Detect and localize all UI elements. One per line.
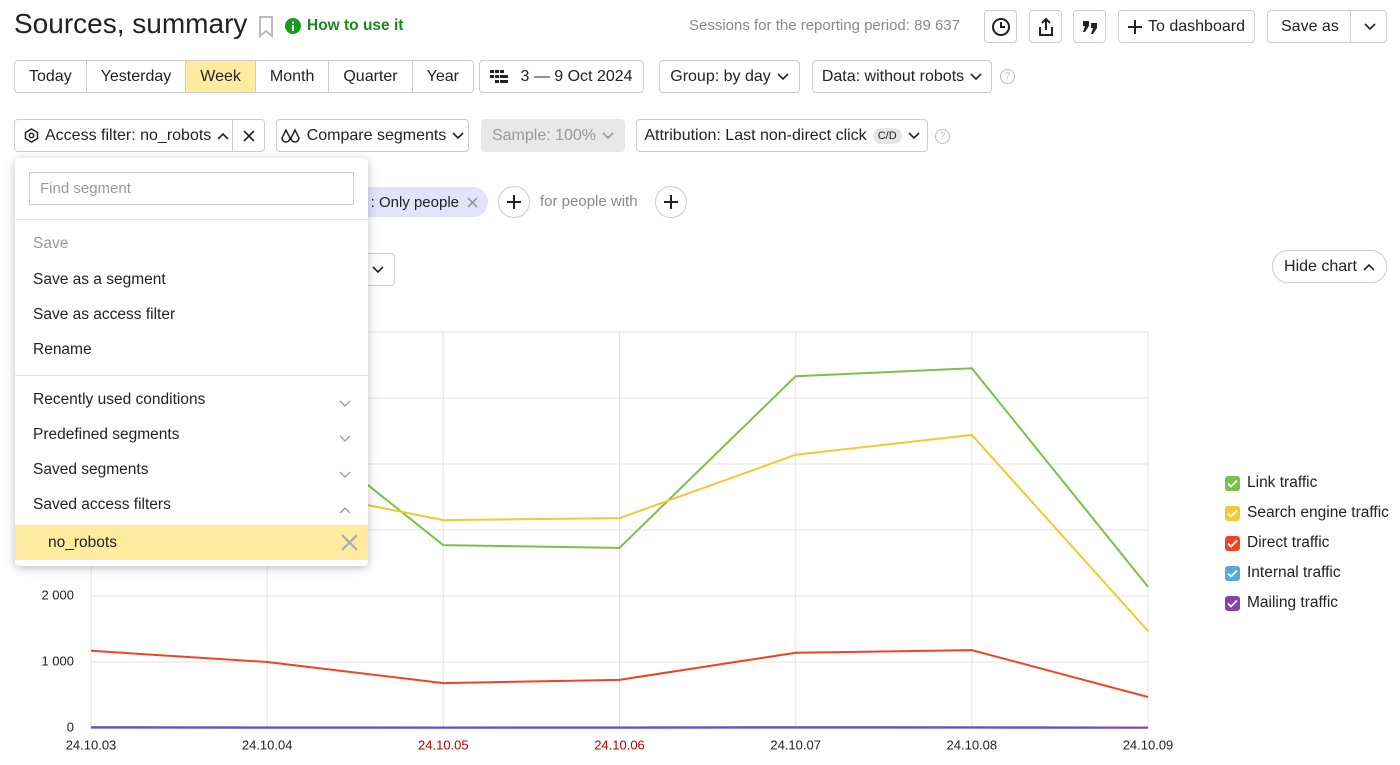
legend-item[interactable]: Mailing traffic	[1225, 594, 1338, 612]
segment-chip-text: : Only people	[370, 193, 459, 211]
y-tick-label: 2 000	[41, 587, 74, 602]
save-as-menu[interactable]	[1350, 11, 1388, 42]
group-label: Saved segments	[33, 461, 149, 479]
group-text: Group: by day	[670, 67, 771, 85]
period-button[interactable]: Year	[426, 67, 459, 85]
legend-checkbox	[1225, 475, 1240, 491]
x-tick-label: 24.10.03	[66, 737, 117, 752]
group-row[interactable]: Saved access filters	[15, 488, 368, 523]
group-label: Recently used conditions	[33, 390, 206, 408]
legend-item[interactable]: Search engine traffic	[1225, 504, 1389, 522]
group-chevron	[339, 395, 351, 413]
selected-filter-text: no_robots	[48, 533, 117, 551]
menu-item[interactable]: Rename	[33, 340, 92, 358]
menu-item[interactable]: Save as access filter	[33, 305, 176, 323]
hide-chart-button[interactable]: Hide chart	[1272, 250, 1387, 283]
date-range-text: 3 — 9 Oct 2024	[520, 67, 633, 85]
attribution-text: Attribution: Last non-direct click	[644, 126, 867, 144]
to-dashboard-button[interactable]: To dashboard	[1118, 10, 1255, 43]
period-button[interactable]: Week	[186, 61, 256, 92]
legend-label: Direct traffic	[1247, 534, 1330, 551]
add-people-condition[interactable]	[655, 186, 687, 218]
date-range-button[interactable]: 3 — 9 Oct 2024	[479, 60, 644, 93]
period-button[interactable]: Quarter	[329, 61, 413, 92]
x-tick-label: 24.10.05	[418, 737, 469, 752]
search-placeholder: Find segment	[40, 180, 131, 197]
help-link[interactable]: How to use it	[285, 17, 403, 35]
y-tick-label: 0	[67, 719, 74, 734]
sample-text: Sample: 100%	[491, 126, 597, 144]
legend-checkbox	[1225, 565, 1240, 581]
selected-filter[interactable]: no_robots	[15, 525, 368, 560]
period-button[interactable]: Yesterday	[87, 61, 187, 92]
legend-item[interactable]: Internal traffic	[1225, 564, 1341, 582]
legend-item[interactable]: Link traffic	[1225, 474, 1317, 492]
section-title: Save	[33, 234, 69, 252]
group-button[interactable]: Group: by day	[659, 60, 800, 93]
series-line	[90, 649, 1149, 698]
save-as-text: Save as	[1281, 17, 1339, 35]
help-icon[interactable]: ?	[935, 129, 950, 144]
data-filter-text: Data: without robots	[821, 67, 965, 85]
data-filter-button[interactable]: Data: without robots	[812, 60, 992, 93]
to-dashboard-text: To dashboard	[1148, 17, 1245, 35]
segment-dropdown: Find segment Save Save as a segment Save …	[15, 158, 368, 566]
page-title: Sources, summary	[14, 8, 248, 39]
group-row[interactable]: Predefined segments	[15, 417, 368, 452]
sample-button[interactable]: Sample: 100%	[481, 119, 625, 152]
legend-checkbox	[1225, 535, 1240, 551]
attribution-badge: C/D	[872, 127, 902, 144]
export-button[interactable]	[1029, 10, 1062, 43]
attribution-button[interactable]: Attribution: Last non-direct click C/D	[636, 119, 928, 152]
x-tick-label: 24.10.06	[594, 737, 645, 752]
legend-label: Search engine traffic	[1247, 504, 1389, 521]
group-chevron	[339, 501, 351, 519]
feedback-button[interactable]	[1073, 10, 1106, 43]
group-chevron	[339, 430, 351, 448]
for-people-text: for people with	[540, 193, 638, 210]
group-chevron	[339, 466, 351, 484]
x-tick-label: 24.10.08	[947, 737, 998, 752]
remove-filter[interactable]	[341, 534, 358, 551]
legend-label: Internal traffic	[1247, 564, 1341, 581]
save-as-button[interactable]: Save as	[1267, 10, 1387, 43]
group-label: Predefined segments	[33, 425, 180, 443]
period-button[interactable]: Month	[256, 61, 330, 92]
segment-search[interactable]: Find segment	[29, 172, 354, 205]
info-icon	[285, 18, 301, 34]
menu-item[interactable]: Save as a segment	[33, 270, 166, 288]
legend-item[interactable]: Direct traffic	[1225, 534, 1329, 552]
compare-text: Compare segments	[306, 126, 447, 144]
help-icon[interactable]: ?	[1000, 69, 1015, 84]
access-filter-text: Access filter: no_robots	[45, 126, 212, 144]
divider	[15, 375, 368, 376]
clear-filter[interactable]	[232, 120, 265, 151]
legend-checkbox	[1225, 595, 1240, 611]
group-row[interactable]: Saved segments	[15, 453, 368, 488]
history-button[interactable]	[984, 10, 1017, 43]
legend-checkbox	[1225, 505, 1240, 521]
hide-chart-text: Hide chart	[1284, 257, 1357, 275]
period-button[interactable]: Today	[15, 61, 87, 92]
add-condition[interactable]	[498, 186, 530, 218]
x-tick-label: 24.10.07	[770, 737, 821, 752]
sessions-text: Sessions for the reporting period: 89 63…	[688, 17, 960, 34]
y-tick-label: 1 000	[41, 653, 74, 668]
divider	[15, 219, 368, 220]
access-filter-button[interactable]: Access filter: no_robots	[14, 119, 265, 152]
legend-label: Link traffic	[1247, 474, 1318, 491]
x-tick-label: 24.10.09	[1123, 737, 1174, 752]
help-text: How to use it	[307, 17, 404, 34]
group-row[interactable]: Recently used conditions	[15, 382, 368, 417]
legend-label: Mailing traffic	[1247, 594, 1339, 611]
group-label: Saved access filters	[33, 496, 171, 514]
compare-segments-button[interactable]: Compare segments	[276, 119, 469, 152]
x-tick-label: 24.10.04	[242, 737, 293, 752]
period-selector: Today Yesterday Week Month Quarter Year	[14, 60, 474, 93]
bookmark-icon[interactable]	[258, 16, 274, 38]
